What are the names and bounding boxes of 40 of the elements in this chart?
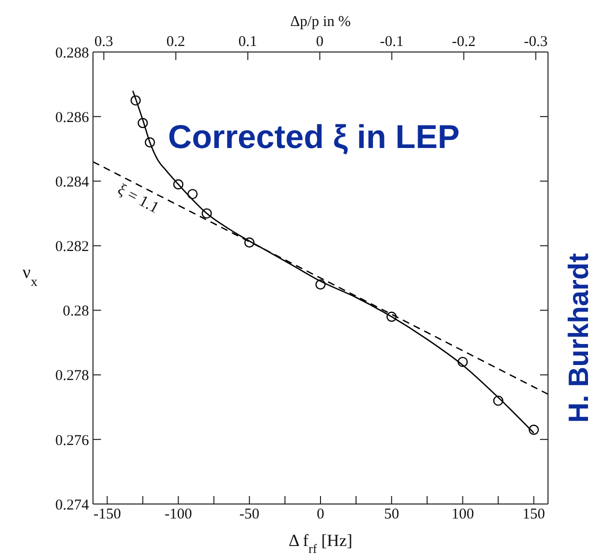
point <box>458 356 468 368</box>
x-tick-label: -150 <box>93 506 121 523</box>
y-tick-label: 0.284 <box>55 174 90 190</box>
y-axis-title: ν$_{x}$ <box>22 262 38 288</box>
y-tick-label: 0.276 <box>55 432 90 449</box>
annotation: ξ = 1.1 <box>114 181 162 217</box>
x-tick-label: 100 <box>451 506 474 523</box>
x2-axis-title: Δp/p in % <box>290 14 351 30</box>
y-tick-label: 0.288 <box>55 45 89 62</box>
y-tick-label: 0.278 <box>55 368 89 384</box>
text: H. Burkhardt <box>563 253 594 423</box>
x2-tick-label: -0.3 <box>524 34 548 50</box>
y-tick-label: 0.282 <box>55 239 89 256</box>
point <box>187 188 198 200</box>
x-tick-label: -50 <box>239 506 260 523</box>
x-tick-label: 0 <box>316 506 324 523</box>
point <box>173 179 184 190</box>
point <box>138 118 148 128</box>
x-tick-label: -100 <box>164 506 192 523</box>
point <box>386 312 397 322</box>
x2-tick-label: 0 <box>316 34 324 50</box>
x-tick-label: 50 <box>384 506 400 523</box>
point <box>244 237 255 248</box>
x2-tick-label: 0.1 <box>238 34 258 50</box>
point <box>202 208 212 219</box>
point <box>130 95 141 106</box>
point <box>528 424 539 435</box>
x2-tick-label: -0.2 <box>452 34 476 50</box>
x-axis-title: Δ f$_{rf}$ [Hz] <box>288 531 352 556</box>
x2-tick-label: -0.1 <box>380 34 404 50</box>
point <box>493 396 504 406</box>
y-tick-label: 0.274 <box>55 497 90 514</box>
y-tick-label: 0.286 <box>55 110 90 126</box>
y-tick-label: 0.28 <box>62 304 89 320</box>
x-tick-label: 150 <box>522 506 546 523</box>
point <box>315 279 326 290</box>
text: Corrected ξ in LEP <box>168 118 460 156</box>
point <box>144 137 155 148</box>
x2-tick-label: 0.2 <box>166 34 186 50</box>
x2-tick-label: 0.3 <box>94 34 114 50</box>
